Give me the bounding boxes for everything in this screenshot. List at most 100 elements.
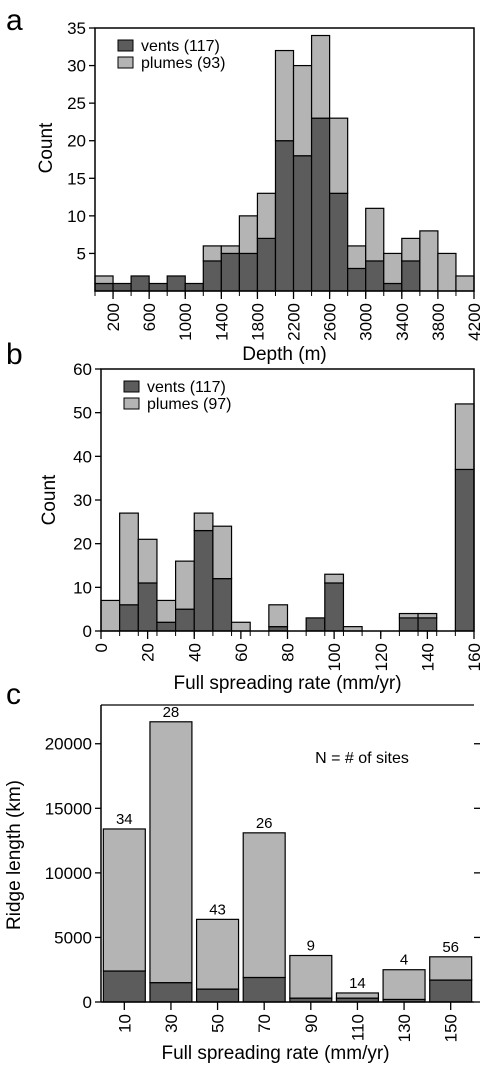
bar-vents	[401, 260, 421, 292]
y-tick-label: 5	[77, 244, 86, 263]
bar-segment-light	[429, 956, 473, 981]
bar-segment-light	[149, 721, 193, 984]
bar-vents	[347, 267, 367, 292]
bar-segment-light	[335, 992, 380, 999]
y-tick-label: 25	[67, 94, 86, 113]
bar-plumes	[268, 604, 289, 628]
bar-plumes	[156, 599, 177, 623]
x-tick-label: 140	[418, 643, 437, 671]
bar-vents	[383, 282, 403, 292]
bar-vents	[137, 582, 158, 632]
x-tick-label: 50	[209, 1014, 228, 1033]
bar-vents	[238, 252, 259, 292]
bar-plumes	[347, 245, 367, 270]
legend-label: vents (117)	[141, 38, 220, 55]
bar-plumes	[292, 64, 313, 157]
y-tick-label: 10000	[45, 864, 92, 883]
bar-vents	[148, 282, 168, 292]
bar-segment-dark	[429, 979, 473, 1003]
legend-swatch	[123, 380, 140, 393]
site-count-label: 43	[209, 901, 226, 918]
bar-segment-dark	[242, 976, 286, 1003]
bar-plumes	[398, 612, 419, 619]
bar-segment-dark	[102, 970, 146, 1003]
y-tick-label: 5000	[54, 928, 92, 947]
bar-plumes	[100, 599, 121, 632]
bar-plumes	[419, 230, 439, 292]
bar-plumes	[383, 252, 403, 285]
x-tick-label: 200	[104, 303, 123, 331]
bar-plumes	[324, 573, 345, 584]
x-tick-label: 3000	[357, 303, 376, 341]
bar-segment-dark	[195, 988, 240, 1003]
bar-vents	[274, 140, 295, 292]
bar-vents	[212, 577, 233, 632]
legend-label: plumes (97)	[147, 396, 231, 413]
site-count-label: 4	[400, 952, 408, 969]
bar-vents	[305, 617, 326, 632]
bar-segment-light	[195, 918, 240, 990]
panel-label: c	[6, 678, 21, 711]
bar-vents	[193, 529, 214, 632]
bar-plumes	[454, 403, 475, 471]
y-tick-label: 20000	[45, 735, 92, 754]
x-tick-label: 90	[302, 1014, 321, 1033]
bar-vents	[112, 282, 132, 292]
bar-vents	[365, 260, 385, 292]
bar-vents	[324, 582, 345, 632]
bar-vents	[166, 275, 186, 292]
bar-vents	[417, 617, 438, 632]
bar-vents	[398, 617, 419, 632]
legend-swatch	[117, 56, 134, 69]
bar-plumes	[220, 245, 240, 255]
bar-plumes	[256, 192, 277, 239]
bar-plumes	[310, 34, 331, 119]
bar-vents	[175, 608, 195, 632]
site-count-label: 56	[442, 939, 459, 956]
legend-swatch	[123, 397, 140, 410]
legend-label: plumes (93)	[141, 55, 225, 72]
x-tick-label: 2200	[285, 303, 304, 341]
panel-b-spreading-rate-histogram: 0 10 20 30 40 50 60 0 20 40 60 80 100 120 140 160 Full s…	[6, 338, 484, 694]
y-tick-label: 10	[67, 207, 86, 226]
bar-plumes	[212, 525, 233, 580]
y-tick-label: 50	[73, 404, 92, 423]
bar-vents	[94, 282, 114, 292]
y-tick-label: 30	[67, 57, 86, 76]
y-axis-title: Ridge length (km)	[4, 780, 25, 930]
bar-plumes	[119, 512, 139, 606]
plot-frame	[94, 27, 475, 292]
panel-a-depth-histogram: 5 10 15 20 25 30 35 200 600 1000 1400 1800 2200 2600 3…	[6, 4, 484, 365]
x-tick-label: 1800	[248, 303, 267, 341]
bar-vents	[156, 621, 177, 632]
panel-label: b	[6, 338, 23, 371]
bar-plumes	[365, 207, 385, 262]
bar-vents	[292, 155, 313, 292]
panel-c-ridge-length-bars: 34 28 43 26 9 14 4 56 0 5000 10000 15000 20000 10 30 50…	[4, 678, 480, 1064]
y-tick-label: 20	[67, 132, 86, 151]
bar-vents	[329, 192, 349, 292]
site-count-label: 34	[116, 811, 133, 828]
bar-segment-light	[102, 828, 146, 972]
x-tick-label: 100	[325, 643, 344, 671]
y-tick-label: 30	[73, 491, 92, 510]
legend-swatch	[117, 39, 134, 52]
site-count-label: 28	[163, 704, 180, 721]
y-tick-label: 10	[73, 578, 92, 597]
x-tick-label: 2600	[321, 303, 340, 341]
x-tick-label: 1400	[212, 303, 231, 341]
x-tick-label: 30	[162, 1014, 181, 1033]
bar-plumes	[274, 49, 295, 142]
bar-vents	[184, 282, 204, 292]
x-tick-label: 120	[372, 643, 391, 671]
x-axis-title: Full spreading rate (mm/yr)	[173, 673, 401, 694]
x-tick-label: 60	[232, 643, 251, 662]
bar-plumes	[437, 252, 457, 292]
y-tick-label: 0	[83, 993, 92, 1012]
bar-segment-light	[289, 954, 333, 999]
y-axis-title: Count	[39, 474, 60, 525]
x-tick-label: 0	[92, 643, 111, 652]
bar-plumes	[401, 237, 421, 262]
x-tick-label: 1000	[176, 303, 195, 341]
